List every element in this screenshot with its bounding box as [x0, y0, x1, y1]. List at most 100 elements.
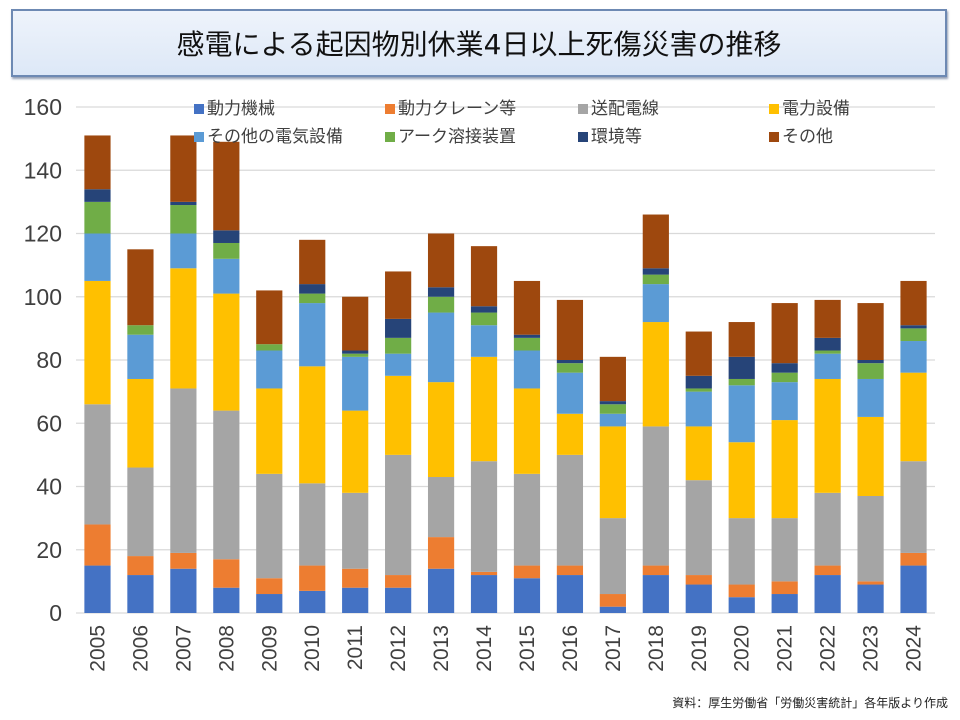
x-tick-label: 2011 [344, 625, 367, 670]
bar-segment-2009-s2 [256, 473, 283, 579]
bar-segment-2015-s1 [513, 565, 541, 579]
bar-segment-2013-s6 [427, 287, 455, 297]
y-tick-label: 160 [24, 94, 62, 120]
bar-segment-2008-s7 [213, 141, 240, 231]
bar-segment-2007-s7 [170, 135, 197, 202]
bar-segment-2021-s5 [771, 372, 798, 383]
bar-segment-2022-s3 [814, 378, 841, 493]
bar-segment-2012-s2 [385, 454, 412, 576]
bar-segment-2005-s4 [84, 233, 111, 281]
y-tick-label: 60 [36, 410, 62, 436]
chart-title-box: 感電による起因物別休業4日以上死傷災害の推移 [11, 9, 947, 77]
bar-segment-2022-s0 [814, 575, 841, 613]
bar-segment-2008-s5 [213, 242, 240, 259]
bar-segment-2016-s3 [556, 413, 584, 455]
bar-segment-2020-s2 [728, 518, 755, 585]
legend-label: 電力設備 [782, 99, 850, 119]
bar-segment-2013-s1 [427, 537, 455, 569]
source-note: 資料：厚生労働省「労働災害統計」各年版より作成 [672, 696, 948, 710]
bar-segment-2005-s6 [84, 189, 111, 202]
chart-title: 感電による起因物別休業4日以上死傷災害の推移 [176, 28, 782, 61]
bar-segment-2020-s5 [728, 378, 755, 386]
legend-label: 動力クレーン等 [398, 99, 516, 119]
bar-segment-2024-s5 [900, 328, 927, 342]
y-tick-label: 0 [49, 600, 62, 626]
bar-segment-2015-s2 [513, 473, 541, 566]
bar-segment-2007-s2 [170, 388, 197, 553]
legend-swatch [385, 132, 395, 142]
bar-segment-2009-s5 [256, 344, 283, 351]
bar-segment-2016-s7 [556, 299, 584, 360]
x-tick-label: 2008 [215, 625, 238, 672]
bar-segment-2022-s2 [814, 492, 841, 566]
bar-segment-2011-s3 [342, 410, 369, 493]
bar-segment-2019-s0 [685, 584, 712, 613]
x-tick-label: 2019 [688, 625, 711, 672]
bar-segment-2014-s6 [470, 306, 498, 313]
legend-label: その他の電気設備 [207, 127, 343, 147]
bar-segment-2008-s0 [213, 587, 240, 613]
bar-segment-2022-s7 [814, 299, 841, 338]
legend-swatch [578, 104, 588, 114]
bar-segment-2011-s0 [342, 587, 369, 613]
bar-segment-2007-s0 [170, 568, 197, 613]
bar-segment-2012-s3 [385, 375, 412, 455]
bar-segment-2006-s3 [127, 378, 154, 468]
bar-segment-2016-s6 [556, 360, 584, 364]
bar-segment-2019-s4 [685, 391, 712, 427]
bar-segment-2005-s1 [84, 524, 111, 566]
bar-segment-2011-s1 [342, 568, 369, 588]
legend-label: 動力機械 [207, 99, 275, 119]
bar-segment-2022-s1 [814, 565, 841, 576]
bar-segment-2014-s1 [470, 571, 498, 576]
legend-swatch [578, 132, 588, 142]
bar-segment-2005-s5 [84, 201, 111, 234]
bar-segment-2022-s4 [814, 353, 841, 379]
bar-segment-2017-s0 [599, 606, 626, 613]
legend-label: 送配電線 [591, 99, 659, 119]
y-tick-label: 20 [36, 537, 62, 563]
bar-segment-2007-s6 [170, 201, 197, 206]
bar-segment-2012-s1 [385, 575, 412, 588]
bar-segment-2023-s3 [857, 416, 884, 496]
bar-segment-2016-s2 [556, 454, 584, 566]
bar-segment-2009-s1 [256, 578, 283, 595]
bar-segment-2020-s1 [728, 584, 755, 598]
bar-segment-2021-s3 [771, 420, 798, 519]
bar-segment-2015-s4 [513, 350, 541, 389]
y-tick-label: 140 [24, 157, 62, 183]
y-tick-label: 100 [24, 284, 62, 310]
bar-segment-2014-s7 [470, 246, 498, 307]
bar-segment-2009-s0 [256, 594, 283, 613]
bar-segment-2010-s7 [299, 239, 326, 285]
bar-segment-2006-s7 [127, 249, 154, 326]
x-tick-label: 2018 [645, 625, 668, 672]
bar-segment-2020-s7 [728, 322, 755, 357]
bar-segment-2021-s7 [771, 303, 798, 364]
bar-segment-2019-s1 [685, 575, 712, 585]
bar-segment-2022-s6 [814, 337, 841, 351]
bar-segment-2009-s4 [256, 350, 283, 389]
bar-segment-2019-s6 [685, 375, 712, 389]
bar-segment-2023-s6 [857, 360, 884, 364]
bar-segment-2012-s5 [385, 337, 412, 354]
bar-segment-2018-s4 [642, 284, 669, 323]
bar-segment-2024-s7 [900, 280, 927, 326]
bar-segment-2015-s6 [513, 334, 541, 338]
bar-segment-2010-s3 [299, 366, 326, 484]
bar-segment-2024-s4 [900, 341, 927, 373]
bar-segment-2015-s7 [513, 280, 541, 335]
bar-segment-2006-s0 [127, 575, 154, 613]
bar-segment-2005-s2 [84, 404, 111, 525]
bar-segment-2020-s4 [728, 385, 755, 443]
bar-segment-2013-s7 [427, 233, 455, 288]
bar-segment-2023-s5 [857, 363, 884, 379]
bar-segment-2011-s7 [342, 296, 369, 351]
bar-segment-2017-s1 [599, 594, 626, 607]
bar-segment-2023-s0 [857, 584, 884, 613]
bar-segment-2017-s3 [599, 426, 626, 519]
bar-segment-2017-s5 [599, 404, 626, 414]
bar-segment-2013-s2 [427, 477, 455, 538]
bar-segment-2012-s0 [385, 587, 412, 613]
bar-segment-2016-s0 [556, 575, 584, 613]
